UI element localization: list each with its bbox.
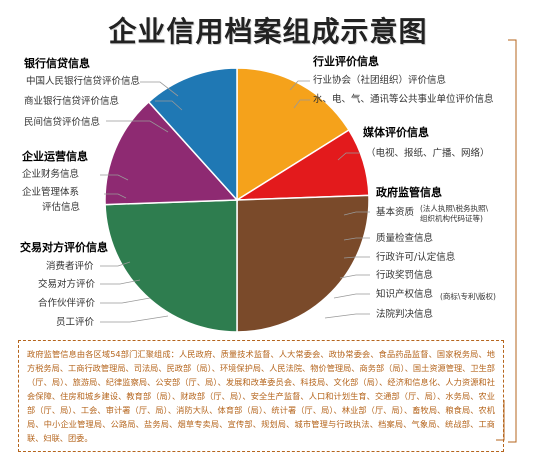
trade-item-partner: 合作伙伴评价 [38,298,96,309]
operation-item-management-1: 企业管理体系 [22,187,80,198]
leader-gov-permit [343,256,370,259]
leader-gov-basic [343,211,370,216]
operation-item-finance: 企业财务信息 [22,169,80,180]
industry-category-title: 行业评价信息 [313,55,379,68]
industry-item-association: 行业协会（社团组织）评价信息 [313,75,447,86]
operation-item-management-2: 评估信息 [42,202,81,213]
pie-slice-trade [104,199,238,333]
gov-item-court: 法院判决信息 [376,309,434,320]
trade-item-counterparty: 交易对方评价 [38,279,96,290]
leader-industry-2 [293,99,310,109]
leader-bank-3 [106,120,169,133]
gov-item-quality: 质量检查信息 [376,233,434,244]
leader-trade-4 [100,315,169,323]
leader-gov-reward [339,274,370,279]
gov-departments-footnote: 政府监管信息由各区域54部门汇聚组成：人民政府、质量技术监督、人大常委会、政协常… [18,340,504,452]
industry-item-utilities: 水、电、气、通讯等公共事业单位评价信息 [313,94,494,105]
bank-item-private: 民间信贷评价信息 [24,117,101,128]
leader-op-1 [100,174,129,181]
leader-gov-quality [343,237,370,241]
leader-bank-1 [140,81,179,97]
leader-gov-court [324,313,370,319]
leader-gov-ip [333,293,370,299]
trade-item-employee: 员工评价 [56,317,95,328]
trade-item-consumer: 消费者评价 [46,261,94,272]
pie-slice-gov [236,194,370,333]
page-title: 企业信用档案组成示意图 [108,15,428,48]
operation-category-title: 企业运营信息 [22,150,88,163]
gov-item-basic: 基本资质 [376,207,415,218]
gov-item-permit: 行政许可/认定信息 [376,252,456,263]
gov-item-basic-note-2: 组织机构代码证等) [420,214,483,223]
leader-op-2 [104,193,127,199]
media-item-channels: （电视、报纸、广播、网络） [366,148,490,159]
gov-item-reward: 行政奖罚信息 [376,270,434,281]
leader-trade-3 [100,297,151,304]
bank-category-title: 银行信贷信息 [24,57,90,70]
gov-item-basic-note-1: (法人执照\税务执照\ [420,204,488,213]
leader-bank-2 [155,100,183,111]
bank-item-pboc: 中国人民银行信贷评价信息 [26,76,141,87]
pie-slice-industry [236,67,350,202]
gov-category-title: 政府监管信息 [376,186,442,199]
pie-slice-operation [104,100,239,206]
media-category-title: 媒体评价信息 [363,126,429,139]
leader-industry-1 [289,80,310,91]
leader-trade-2 [100,279,141,285]
leader-media [337,152,360,161]
trade-category-title: 交易对方评价信息 [20,241,108,254]
leader-trade-1 [100,261,131,267]
bank-item-commercial: 商业银行信贷评价信息 [24,96,120,107]
gov-item-ip: 知识产权信息 [376,289,434,300]
gov-item-ip-note: (商标\专利\版权) [440,292,496,301]
